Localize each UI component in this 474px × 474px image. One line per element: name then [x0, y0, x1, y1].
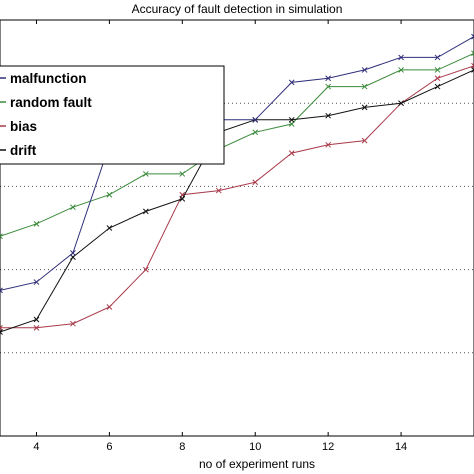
data-point	[288, 79, 295, 86]
legend: malfunction random fault bias drift	[0, 65, 225, 165]
data-point	[361, 83, 368, 90]
data-point	[398, 54, 404, 61]
data-point	[106, 225, 113, 231]
data-point	[33, 324, 40, 331]
data-point	[0, 287, 3, 294]
x-tick-label: 12	[322, 441, 334, 453]
series-random-fault	[0, 50, 474, 240]
data-point	[288, 150, 295, 156]
legend-item-malfunction: malfunction	[0, 71, 87, 86]
data-point	[0, 329, 3, 335]
legend-label: drift	[10, 143, 37, 158]
data-point	[434, 67, 441, 73]
data-point	[70, 250, 76, 256]
data-point	[471, 33, 474, 40]
series-layer	[0, 33, 474, 335]
data-point	[398, 100, 404, 107]
axes-frame	[0, 19, 474, 437]
x-tick-label: 10	[249, 441, 261, 453]
data-point	[179, 171, 186, 177]
legend-label: random fault	[10, 95, 92, 110]
data-point	[325, 141, 332, 148]
data-point	[288, 116, 295, 123]
series-malfunction	[0, 33, 474, 294]
data-point	[142, 266, 149, 273]
data-point	[252, 179, 259, 186]
legend-item-bias: bias	[0, 119, 37, 134]
series-line	[0, 36, 474, 291]
data-point	[288, 121, 295, 127]
data-point	[325, 83, 332, 90]
data-point	[325, 75, 332, 82]
data-point	[215, 187, 222, 194]
data-point	[33, 316, 40, 323]
legend-item-random-fault: random fault	[0, 95, 92, 110]
data-point	[471, 50, 474, 57]
legend-box	[0, 65, 225, 165]
x-axis-label: no of experiment runs	[199, 457, 315, 471]
data-point	[106, 191, 113, 198]
data-point	[434, 54, 441, 61]
x-ticks: 4 6 8 10 12 14	[33, 20, 407, 453]
chart-title: Accuracy of fault detection in simulatio…	[131, 2, 343, 16]
x-tick-label: 14	[395, 441, 407, 453]
x-tick-label: 8	[179, 441, 185, 453]
legend-label: bias	[10, 119, 37, 134]
data-point	[434, 75, 441, 82]
data-point	[0, 324, 3, 331]
data-point	[106, 304, 113, 310]
data-point	[70, 254, 76, 260]
data-point	[33, 220, 40, 227]
data-point	[179, 196, 186, 202]
series-line	[0, 69, 474, 333]
data-point	[325, 112, 332, 119]
data-point	[398, 67, 404, 73]
data-point	[70, 320, 76, 327]
x-tick-label: 6	[106, 441, 112, 453]
legend-item-drift: drift	[0, 143, 37, 158]
data-point	[252, 129, 259, 136]
data-point	[142, 171, 149, 177]
data-point	[361, 137, 368, 144]
data-point	[361, 104, 368, 111]
series-line	[0, 65, 474, 329]
legend-label: malfunction	[10, 71, 87, 86]
data-point	[142, 208, 149, 215]
data-point	[252, 116, 259, 123]
data-point	[0, 233, 3, 240]
data-point	[33, 279, 40, 285]
data-point	[471, 67, 474, 73]
x-tick-label: 4	[33, 441, 39, 453]
data-point	[434, 83, 441, 90]
series-line	[0, 52, 474, 237]
data-point	[361, 67, 368, 73]
data-point	[471, 62, 474, 69]
data-point	[70, 204, 76, 211]
